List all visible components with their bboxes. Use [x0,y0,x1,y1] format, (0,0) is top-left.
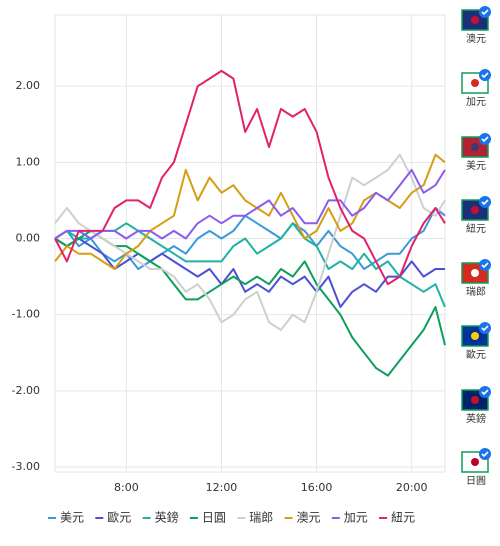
currency-toggle[interactable]: 英鎊 [461,386,491,425]
line-series [54,69,446,286]
currency-toggle[interactable]: 歐元 [461,322,491,361]
legend-label[interactable]: 瑞郎 [249,511,273,525]
currency-label: 美元 [466,159,486,172]
flag-emblem [471,396,479,404]
currency-label: 日圓 [466,475,486,487]
y-tick-label: -1.00 [12,308,40,321]
legend-label[interactable]: 日圓 [202,511,226,525]
currency-label: 英鎊 [466,412,486,425]
check-mark [481,9,489,16]
line-series [54,153,446,331]
legend-label[interactable]: 歐元 [107,510,131,525]
flag-emblem [471,143,479,151]
currency-toggle[interactable]: 加元 [461,69,491,108]
check-mark [481,325,489,332]
y-tick-label: -2.00 [12,384,40,397]
y-tick-label: 2.00 [16,79,41,92]
flag-emblem [471,332,479,340]
x-tick-label: 8:00 [114,481,139,494]
line-series [54,229,446,377]
flag-emblem [471,206,479,214]
currency-toggle[interactable]: 日圓 [461,448,491,487]
check-mark [481,199,489,206]
check-mark [481,72,489,79]
line-series [54,207,446,270]
currency-label: 歐元 [466,348,486,361]
currency-label: 瑞郎 [466,285,486,298]
line-series [54,237,445,308]
x-tick-label: 16:00 [301,481,333,494]
legend-label[interactable]: 加元 [344,511,368,525]
currency-label: 加元 [466,96,486,108]
plot-frame [54,14,446,473]
legend-label[interactable]: 澳元 [297,511,321,525]
legend-label[interactable]: 英鎊 [155,510,179,525]
y-tick-label: 1.00 [16,155,41,168]
check-mark [481,262,489,269]
flag-emblem [471,16,479,24]
currency-toggle[interactable]: 美元 [461,133,491,172]
currency-toggle[interactable]: 澳元 [461,6,491,45]
line-series [54,168,446,240]
x-tick-label: 20:00 [396,481,428,494]
currency-toggle[interactable]: 紐元 [461,196,491,235]
x-tick-label: 12:00 [206,481,238,494]
check-mark [481,136,489,143]
flag-emblem [471,458,479,466]
check-mark [481,451,489,458]
currency-label: 紐元 [466,222,486,235]
flag-emblem [471,269,479,277]
currency-label: 澳元 [466,32,486,45]
check-mark [481,389,489,396]
legend-label[interactable]: 美元 [60,511,84,525]
flag-emblem [471,79,479,87]
line-series [54,222,446,308]
legend-label[interactable]: 紐元 [391,511,415,525]
y-tick-label: -3.00 [12,460,40,473]
y-tick-label: 0.00 [16,232,41,245]
currency-toggle[interactable]: 瑞郎 [461,259,491,298]
